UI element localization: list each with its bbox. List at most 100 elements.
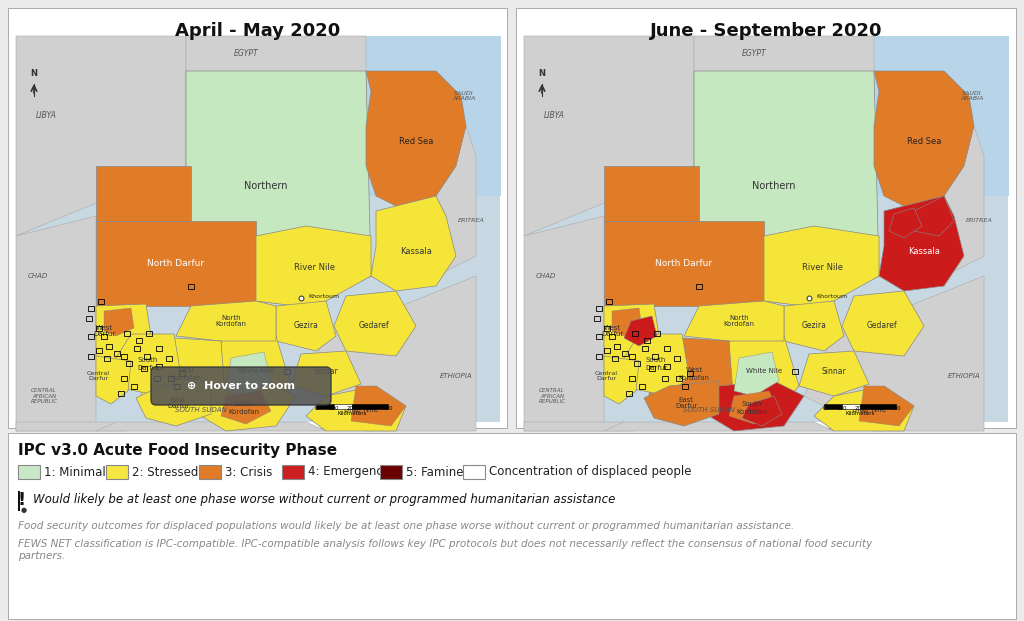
Bar (88, 354, 94, 359)
Text: EGYPT: EGYPT (741, 50, 766, 58)
Polygon shape (616, 334, 689, 396)
Text: N: N (539, 69, 546, 78)
Polygon shape (366, 71, 466, 211)
Bar (642, 346, 648, 351)
Polygon shape (186, 71, 371, 306)
Bar (842, 404, 860, 409)
Bar (356, 36, 501, 196)
Text: Kassala: Kassala (400, 247, 432, 255)
Text: CHAD: CHAD (536, 273, 556, 279)
Polygon shape (96, 422, 326, 431)
Text: Northern: Northern (753, 181, 796, 191)
Bar (284, 369, 290, 374)
Bar (146, 331, 152, 336)
Polygon shape (814, 386, 914, 431)
Text: South
Kordofan: South Kordofan (736, 402, 768, 414)
Polygon shape (96, 304, 151, 374)
Bar (604, 326, 610, 331)
Text: Blue Nile: Blue Nile (852, 404, 886, 414)
Text: CENTRAL
AFRICAN
REPUBLIC: CENTRAL AFRICAN REPUBLIC (31, 388, 57, 404)
Polygon shape (649, 336, 734, 414)
Text: 200: 200 (347, 406, 357, 411)
Bar (632, 331, 638, 336)
Polygon shape (201, 381, 296, 431)
Polygon shape (186, 36, 366, 166)
Bar (126, 361, 132, 366)
Bar (516, 8, 1016, 428)
Text: South
Kordofan: South Kordofan (228, 402, 259, 414)
Polygon shape (842, 291, 924, 356)
Bar (676, 376, 682, 381)
Polygon shape (859, 386, 914, 426)
Bar (131, 384, 137, 389)
Polygon shape (694, 36, 874, 166)
Bar (380, 465, 402, 479)
Text: West
Kordofan: West Kordofan (679, 368, 710, 381)
Text: Gezira: Gezira (294, 322, 318, 330)
Text: SAUDI
ARABIA: SAUDI ARABIA (961, 91, 984, 101)
Bar (106, 465, 128, 479)
Bar (596, 354, 602, 359)
Polygon shape (276, 301, 336, 351)
Polygon shape (784, 301, 844, 351)
Text: LIBYA: LIBYA (544, 112, 564, 120)
Bar (524, 36, 1008, 422)
Polygon shape (306, 386, 406, 431)
Text: River Nile: River Nile (802, 263, 843, 273)
Polygon shape (804, 276, 984, 431)
Polygon shape (799, 351, 869, 396)
Polygon shape (729, 391, 779, 424)
Bar (98, 299, 104, 304)
Bar (124, 331, 130, 336)
Bar (596, 334, 602, 339)
Text: White Nile: White Nile (238, 368, 274, 374)
Polygon shape (96, 356, 131, 404)
Text: Kilometers: Kilometers (846, 411, 874, 416)
Bar (463, 465, 485, 479)
Bar (134, 346, 140, 351)
Bar (649, 366, 655, 371)
Bar (334, 404, 352, 409)
Text: Central
Darfur: Central Darfur (86, 371, 110, 381)
Text: West
Darfur: West Darfur (93, 325, 115, 337)
Text: SAUDI
ARABIA: SAUDI ARABIA (453, 91, 475, 101)
Bar (674, 356, 680, 361)
Bar (612, 356, 618, 361)
Bar (136, 338, 142, 343)
Polygon shape (176, 301, 276, 341)
Text: 100: 100 (329, 406, 339, 411)
Text: South
Darfur: South Darfur (137, 358, 159, 371)
Bar (687, 371, 693, 376)
Text: Khortoum: Khortoum (816, 294, 847, 299)
Text: North
Kordofan: North Kordofan (215, 314, 247, 327)
Text: Sinnar: Sinnar (313, 368, 338, 376)
Text: 1: Minimal: 1: Minimal (44, 466, 105, 479)
Polygon shape (604, 166, 699, 221)
Bar (639, 384, 645, 389)
Text: West
Darfur: West Darfur (601, 325, 624, 337)
Bar (101, 334, 106, 339)
Bar (682, 384, 688, 389)
Bar (596, 306, 602, 311)
Bar (654, 331, 660, 336)
Bar (199, 465, 221, 479)
Text: Kilometers: Kilometers (337, 411, 367, 416)
Text: North Darfur: North Darfur (655, 260, 713, 268)
Text: 0: 0 (822, 406, 825, 411)
Text: CENTRAL
AFRICAN
REPUBLIC: CENTRAL AFRICAN REPUBLIC (539, 388, 565, 404)
Polygon shape (524, 216, 604, 431)
Text: SOUTH SUDAN: SOUTH SUDAN (683, 407, 735, 413)
Bar (626, 391, 632, 396)
Bar (18, 465, 40, 479)
Text: Blue Nile: Blue Nile (344, 404, 378, 414)
Polygon shape (604, 304, 659, 374)
Polygon shape (96, 166, 191, 221)
Bar (614, 344, 620, 349)
Text: ⊕  Hover to zoom: ⊕ Hover to zoom (187, 381, 295, 391)
Bar (609, 334, 615, 339)
Polygon shape (108, 334, 181, 396)
Bar (118, 391, 124, 396)
Polygon shape (709, 381, 804, 431)
Text: 3: Crisis: 3: Crisis (225, 466, 272, 479)
Text: EGYPT: EGYPT (233, 50, 258, 58)
